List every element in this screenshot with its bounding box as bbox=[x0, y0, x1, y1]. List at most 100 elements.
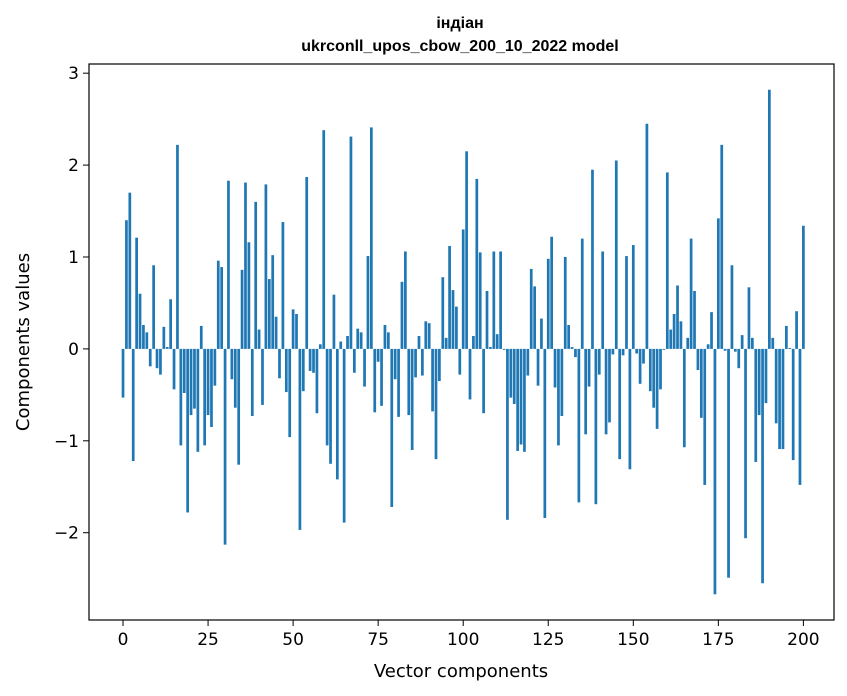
bar-196 bbox=[788, 347, 792, 349]
bar-24 bbox=[203, 348, 207, 446]
bar-23 bbox=[199, 325, 203, 349]
bar-83 bbox=[404, 251, 407, 349]
bar-147 bbox=[621, 348, 625, 356]
bar-103 bbox=[472, 336, 475, 349]
bar-120 bbox=[529, 268, 533, 349]
bar-51 bbox=[295, 313, 298, 349]
bar-157 bbox=[655, 348, 659, 429]
bar-75 bbox=[376, 348, 380, 362]
bar-82 bbox=[400, 281, 404, 349]
bar-18 bbox=[182, 348, 186, 393]
bar-7 bbox=[145, 332, 149, 349]
bar-200 bbox=[802, 225, 805, 349]
bar-159 bbox=[662, 348, 666, 350]
bar-112 bbox=[502, 348, 506, 350]
bar-148 bbox=[625, 256, 628, 349]
bar-32 bbox=[230, 348, 234, 380]
bar-161 bbox=[669, 329, 673, 349]
bar-37 bbox=[247, 242, 251, 349]
bar-88 bbox=[421, 348, 424, 376]
bar-17 bbox=[179, 348, 183, 446]
bar-40 bbox=[257, 329, 261, 349]
bar-68 bbox=[352, 348, 356, 373]
bar-84 bbox=[407, 348, 411, 416]
bar-55 bbox=[308, 348, 312, 371]
bar-127 bbox=[553, 348, 557, 388]
bar-118 bbox=[523, 348, 526, 452]
bar-102 bbox=[468, 348, 472, 400]
bar-165 bbox=[682, 348, 686, 448]
bar-169 bbox=[696, 348, 700, 371]
bar-105 bbox=[478, 252, 482, 349]
bar-20 bbox=[189, 348, 193, 416]
bar-13 bbox=[165, 347, 169, 349]
bar-81 bbox=[397, 348, 400, 417]
bar-52 bbox=[298, 348, 302, 530]
y-tick-label: 1 bbox=[68, 248, 79, 268]
x-tick-label: 150 bbox=[617, 630, 649, 650]
bar-57 bbox=[315, 348, 319, 414]
bar-110 bbox=[495, 334, 499, 349]
bar-129 bbox=[560, 348, 564, 416]
bar-66 bbox=[346, 336, 349, 349]
bar-134 bbox=[577, 348, 581, 503]
bar-124 bbox=[543, 348, 547, 518]
bar-106 bbox=[482, 348, 485, 414]
bar-146 bbox=[618, 348, 622, 460]
bar-131 bbox=[567, 325, 571, 349]
bar-45 bbox=[274, 316, 278, 349]
bar-137 bbox=[587, 348, 591, 387]
bar-139 bbox=[594, 348, 598, 505]
bar-76 bbox=[380, 348, 383, 406]
bar-69 bbox=[356, 328, 360, 349]
bar-58 bbox=[318, 344, 322, 349]
bar-114 bbox=[509, 348, 513, 398]
bar-97 bbox=[451, 290, 455, 349]
bar-94 bbox=[441, 277, 445, 349]
bar-22 bbox=[196, 348, 200, 452]
bar-9 bbox=[152, 265, 155, 349]
bars-group bbox=[121, 89, 805, 595]
bar-56 bbox=[312, 348, 315, 373]
bar-72 bbox=[366, 256, 370, 349]
bar-187 bbox=[757, 348, 761, 416]
y-tick-label: 0 bbox=[68, 340, 79, 360]
bar-183 bbox=[744, 348, 747, 539]
bar-31 bbox=[227, 180, 230, 349]
bar-93 bbox=[438, 348, 441, 382]
bar-101 bbox=[465, 151, 468, 349]
bar-11 bbox=[159, 348, 162, 375]
y-tick-label: −2 bbox=[54, 524, 79, 544]
x-tick-label: 75 bbox=[367, 630, 389, 650]
bar-34 bbox=[237, 348, 241, 465]
x-tick-label: 200 bbox=[787, 630, 819, 650]
x-tick-label: 50 bbox=[282, 630, 304, 650]
bar-25 bbox=[206, 348, 210, 416]
bar-170 bbox=[699, 348, 703, 418]
bar-182 bbox=[740, 335, 744, 349]
bar-16 bbox=[176, 144, 179, 349]
bar-6 bbox=[142, 325, 145, 349]
bar-153 bbox=[642, 348, 645, 364]
bar-79 bbox=[390, 348, 394, 507]
bar-54 bbox=[305, 177, 309, 349]
bar-53 bbox=[301, 348, 305, 392]
bar-44 bbox=[271, 255, 275, 349]
bar-111 bbox=[499, 251, 502, 349]
bar-136 bbox=[584, 348, 588, 435]
bar-163 bbox=[676, 285, 679, 349]
bar-89 bbox=[424, 321, 428, 349]
bar-142 bbox=[604, 348, 608, 435]
bar-180 bbox=[733, 348, 737, 352]
bar-80 bbox=[393, 348, 397, 380]
y-axis-label: Components values bbox=[13, 253, 34, 431]
bar-126 bbox=[550, 236, 554, 349]
bar-107 bbox=[485, 291, 489, 349]
bar-30 bbox=[223, 348, 227, 545]
x-tick-label: 125 bbox=[532, 630, 564, 650]
bar-195 bbox=[785, 325, 788, 349]
bar-39 bbox=[254, 201, 258, 349]
bar-175 bbox=[716, 218, 720, 349]
x-tick-label: 0 bbox=[118, 630, 129, 650]
